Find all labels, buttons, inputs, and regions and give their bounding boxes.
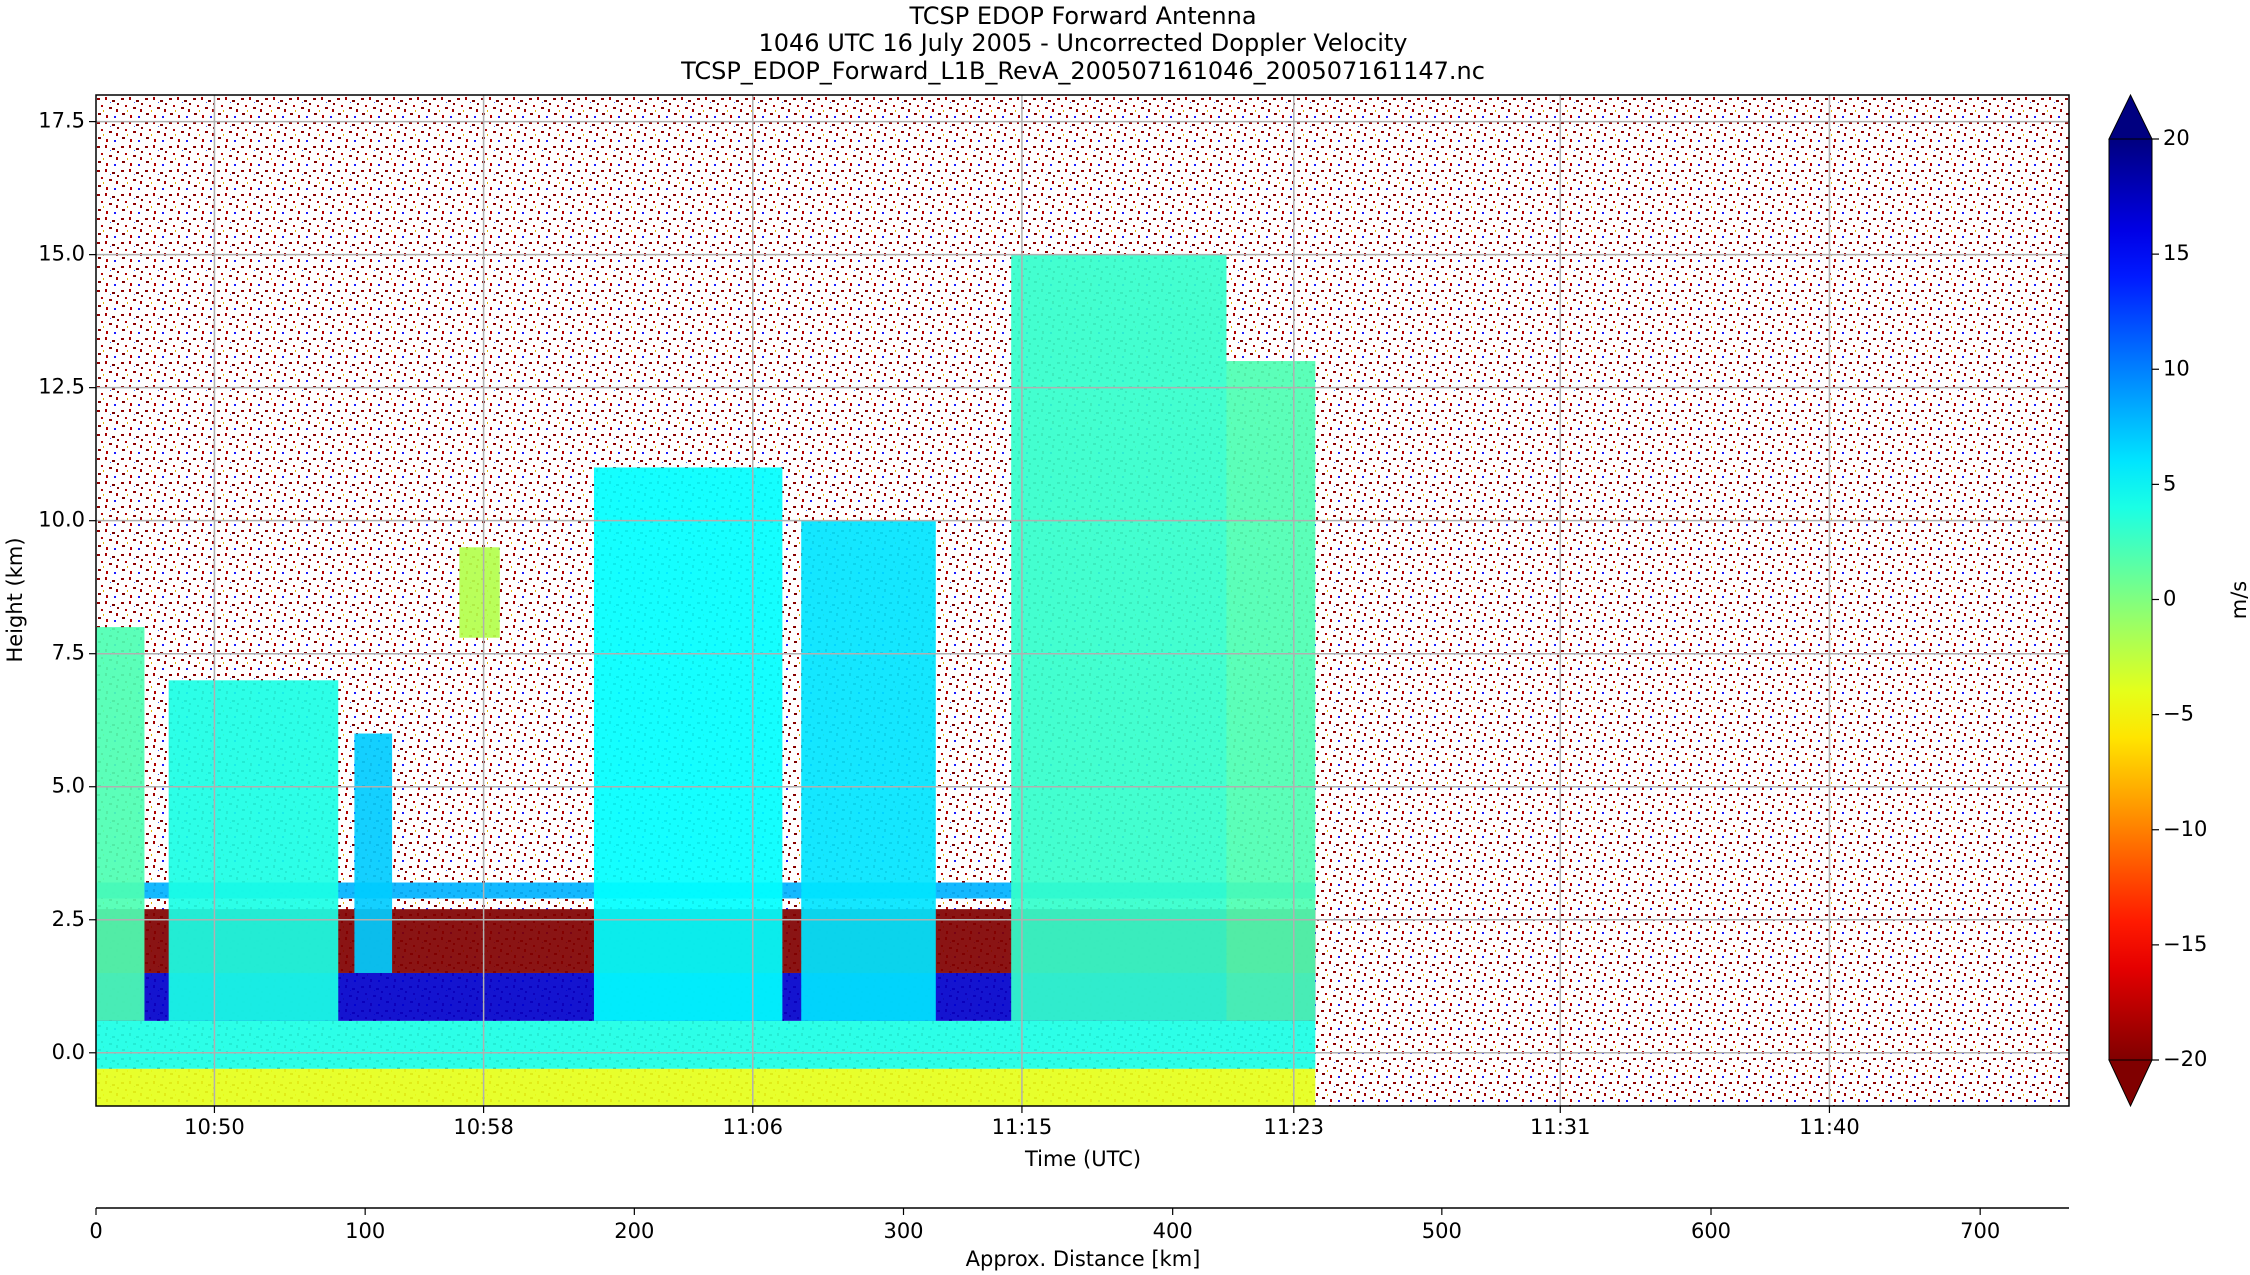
y-tick-label: 17.5 [38,109,85,133]
x2-tick-label: 0 [89,1219,102,1243]
colorbar-tick-label: 15 [2163,241,2190,265]
x2-tick-label: 600 [1691,1219,1731,1243]
echo-cell [96,627,145,1021]
y-tick-label: 0.0 [52,1040,85,1064]
echo-cell [1226,361,1316,1021]
colorbar-tick-label: 20 [2163,126,2190,150]
x2-tick-label: 300 [883,1219,923,1243]
x-tick-label: 11:23 [1264,1115,1325,1139]
x-tick-label: 10:58 [453,1115,514,1139]
colorbar-extend-min [2108,1059,2153,1108]
echo-cell [1011,254,1227,1021]
echo-cell [96,1020,1316,1069]
colorbar-tick-label: −20 [2163,1047,2207,1071]
y-tick-label: 5.0 [52,774,85,798]
echo-cell [801,520,936,1021]
echo-cell [354,733,393,973]
x-tick-label: 11:15 [992,1115,1053,1139]
echo-cell [168,680,339,1021]
title-line: 1046 UTC 16 July 2005 - Uncorrected Dopp… [758,29,1407,57]
x-tick-label: 11:06 [723,1115,784,1139]
x-tick-label: 11:40 [1799,1115,1860,1139]
y-tick-label: 10.0 [38,508,85,532]
echo-cell [593,467,783,1021]
x-tick-label: 11:31 [1530,1115,1591,1139]
x2-tick-label: 700 [1960,1219,2000,1243]
colorbar-tick-label: 0 [2163,587,2176,611]
colorbar-tick-label: −5 [2163,702,2194,726]
x2-tick-label: 500 [1422,1219,1462,1243]
y-axis-label: Height (km) [3,537,27,662]
x2-tick-label: 400 [1153,1219,1193,1243]
colorbar-label: m/s [2227,581,2250,619]
x-tick-label: 10:50 [184,1115,245,1139]
x2-tick-label: 200 [614,1219,654,1243]
colorbar-tick-label: −10 [2163,817,2207,841]
colorbar [2109,139,2152,1060]
echo-cell [96,1068,1316,1106]
colorbar-tick-label: 5 [2163,471,2176,495]
colorbar-tick-label: 10 [2163,356,2190,380]
title-line: TCSP EDOP Forward Antenna [908,2,1256,30]
y-tick-label: 12.5 [38,375,85,399]
plot-frame [95,94,2070,1107]
y-tick-label: 7.5 [52,641,85,665]
colorbar-tick-label: −15 [2163,932,2207,956]
x2-axis-label: Approx. Distance [km] [966,1247,1201,1271]
title-line: TCSP_EDOP_Forward_L1B_RevA_200507161046_… [680,57,1485,85]
x-axis-label: Time (UTC) [1024,1147,1141,1171]
colorbar-extend-max [2108,93,2153,140]
y-tick-label: 2.5 [52,907,85,931]
x2-tick-label: 100 [345,1219,385,1243]
y-tick-label: 15.0 [38,242,85,266]
echo-cell [459,547,500,638]
